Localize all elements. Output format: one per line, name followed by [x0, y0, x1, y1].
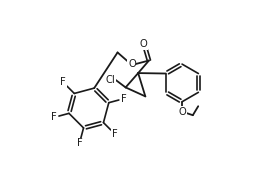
Text: F: F: [112, 129, 117, 139]
Text: F: F: [77, 138, 82, 148]
Text: F: F: [51, 112, 57, 122]
Text: O: O: [128, 59, 136, 69]
Text: Cl: Cl: [106, 75, 116, 85]
Text: F: F: [121, 94, 127, 104]
Text: F: F: [60, 77, 66, 87]
Text: Cl: Cl: [106, 75, 116, 85]
Text: O: O: [178, 107, 186, 117]
Text: O: O: [140, 39, 148, 49]
